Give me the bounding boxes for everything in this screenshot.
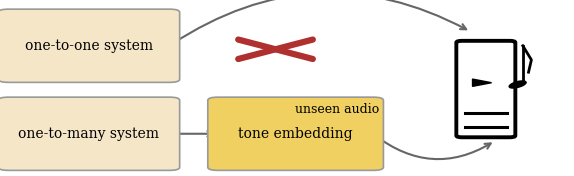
FancyBboxPatch shape: [208, 97, 383, 170]
FancyBboxPatch shape: [0, 9, 180, 82]
Text: tone embedding: tone embedding: [238, 127, 353, 141]
Ellipse shape: [509, 81, 526, 88]
Text: unseen audio: unseen audio: [294, 103, 379, 116]
Text: one-to-one system: one-to-one system: [25, 39, 153, 53]
Polygon shape: [472, 79, 491, 86]
FancyBboxPatch shape: [456, 41, 515, 137]
FancyBboxPatch shape: [0, 97, 180, 170]
Text: one-to-many system: one-to-many system: [18, 127, 160, 141]
